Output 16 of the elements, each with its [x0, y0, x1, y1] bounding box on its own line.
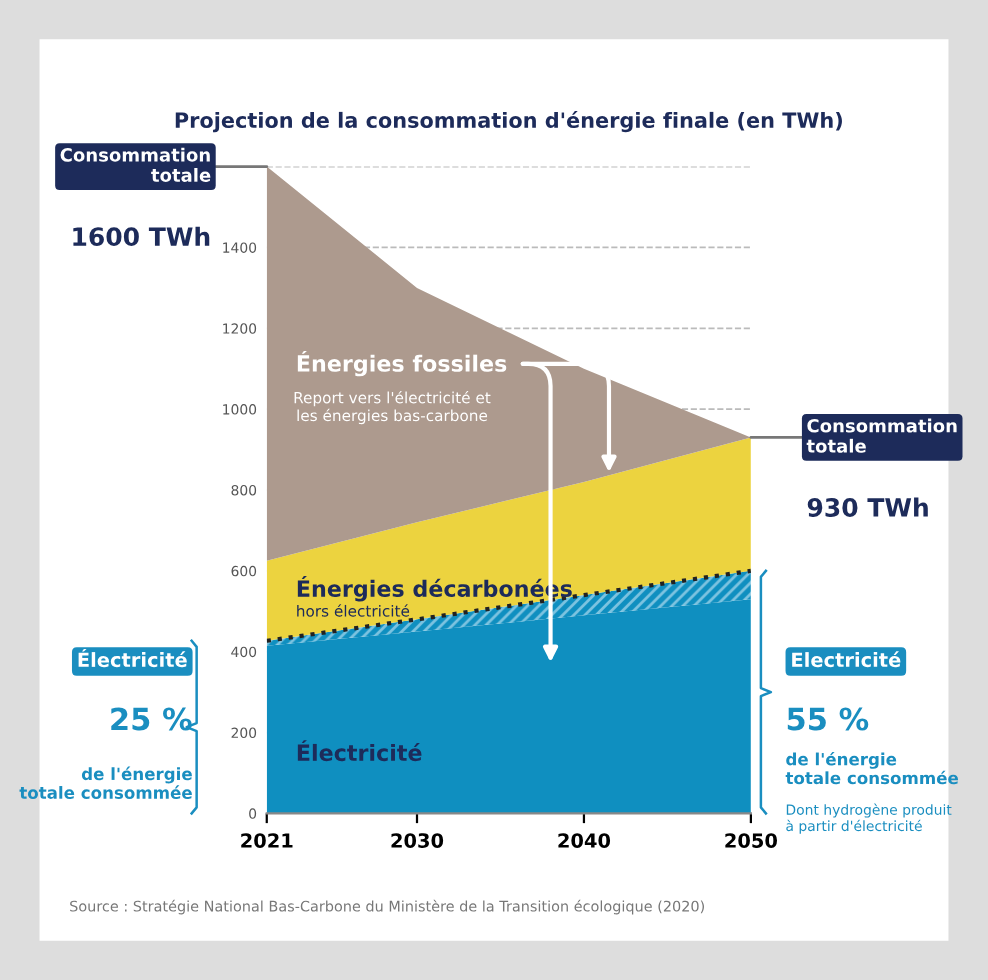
chart-title: Projection de la consommation d'énergie finale (en TWh): [175, 111, 842, 133]
text: Consommation totale: [806, 418, 957, 453]
text: 1600 TWh: [73, 226, 210, 247]
x-tick-label: 2050: [725, 833, 778, 848]
text: 25 %: [111, 707, 192, 731]
x-tick-label: 2040: [558, 833, 611, 848]
text: Electricité: [792, 651, 901, 668]
x-tick-label: 2021: [241, 833, 293, 848]
text: Électricité: [78, 648, 187, 668]
series-label: Énergies fossiles: [297, 350, 507, 377]
text: 55 %: [787, 707, 869, 731]
text: de l'énergie totale consommée: [785, 751, 959, 785]
x-tick-label: 2030: [391, 833, 444, 848]
text: Consommation totale: [60, 147, 211, 182]
text: de l'énergie totale consommée: [19, 766, 192, 799]
text: 930 TWh: [807, 497, 928, 517]
